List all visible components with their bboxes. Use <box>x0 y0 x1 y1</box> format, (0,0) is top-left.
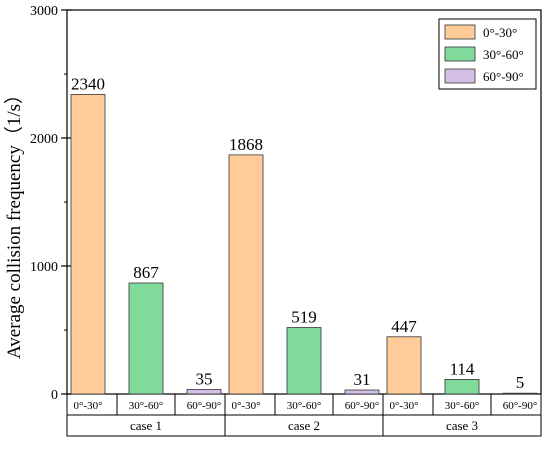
bar-category-label: 0°-30° <box>74 400 103 412</box>
group-label: case 1 <box>130 418 162 433</box>
y-tick-label: 3000 <box>30 4 58 19</box>
bar-category-label: 60°-90° <box>345 400 379 412</box>
bar <box>228 154 264 395</box>
bar <box>502 392 538 395</box>
bar <box>386 336 422 395</box>
bar <box>128 282 164 395</box>
bars-layer <box>70 94 538 395</box>
bar-value-label: 447 <box>391 317 417 336</box>
bar <box>70 94 106 395</box>
legend-swatch <box>444 68 476 84</box>
legend-swatch <box>444 24 476 40</box>
y-tick-label: 2000 <box>30 132 58 147</box>
legend-label: 0°-30° <box>483 25 517 40</box>
bar-value-label: 2340 <box>71 74 105 93</box>
bar <box>344 389 380 395</box>
y-tick-label: 1000 <box>30 260 58 275</box>
bar-value-label: 867 <box>133 263 159 282</box>
y-tick-label: 0 <box>51 388 58 403</box>
bar-category-label: 60°-90° <box>503 400 537 412</box>
bar-value-label: 31 <box>354 370 371 389</box>
bar-category-label: 0°-30° <box>390 400 419 412</box>
bar-category-label: 0°-30° <box>232 400 261 412</box>
labels-layer: case 1 2340 0°-30° 867 30°-60° 35 60°-90° case … <box>71 74 537 433</box>
bar-category-label: 30°-60° <box>129 400 163 412</box>
legend-label: 30°-60° <box>483 47 524 62</box>
y-axis-title: Average collision frequency（1/s） <box>3 85 25 359</box>
bar <box>286 327 322 395</box>
bar-category-label: 30°-60° <box>445 400 479 412</box>
bar <box>444 379 480 395</box>
bar-value-label: 35 <box>196 370 213 389</box>
bar <box>186 389 222 395</box>
legend-label: 60°-90° <box>483 69 524 84</box>
bar-category-label: 60°-90° <box>187 400 221 412</box>
legend-swatch <box>444 46 476 62</box>
bar-value-label: 114 <box>450 359 475 378</box>
group-label: case 3 <box>446 418 478 433</box>
bar-category-label: 30°-60° <box>287 400 321 412</box>
bar-value-label: 5 <box>516 373 525 392</box>
bar-value-label: 519 <box>291 308 317 327</box>
legend: 0°-30° 30°-60° 60°-90° <box>438 18 537 90</box>
group-label: case 2 <box>288 418 320 433</box>
bar-value-label: 1868 <box>229 135 263 154</box>
